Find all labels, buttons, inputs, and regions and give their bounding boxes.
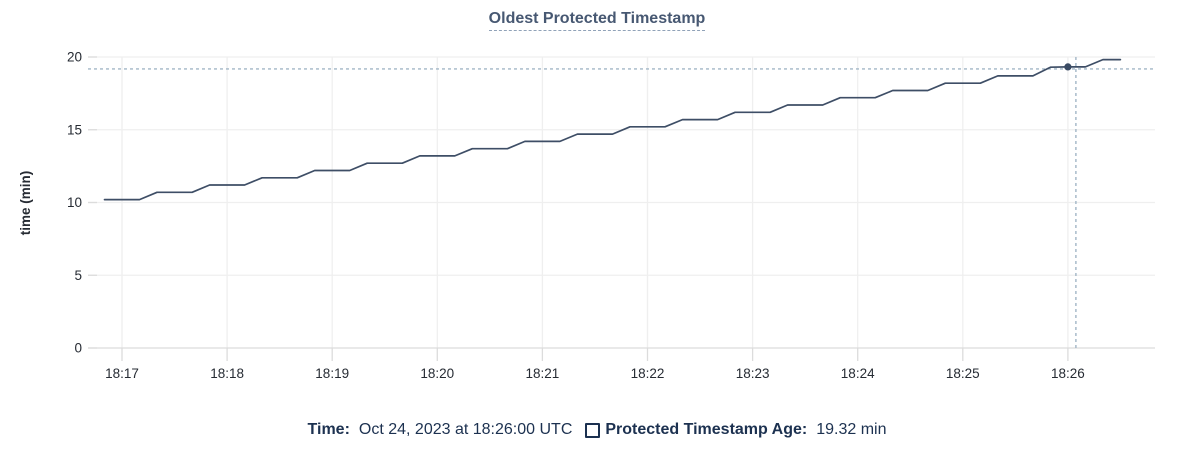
x-axis-tick-label: 18:19 <box>315 366 349 381</box>
legend-time-label: Time: <box>307 421 350 438</box>
x-axis-tick-label: 18:26 <box>1051 366 1085 381</box>
legend-series-value: 19.32 min <box>816 421 887 438</box>
x-axis-tick-label: 18:22 <box>631 366 665 381</box>
x-axis-tick-label: 18:18 <box>210 366 244 381</box>
x-axis-tick-label: 18:23 <box>736 366 770 381</box>
x-axis-tick-label: 18:17 <box>105 366 139 381</box>
y-axis-tick-label: 10 <box>67 195 82 210</box>
series-toggle-checkbox[interactable] <box>585 422 601 438</box>
chart-legend: Time: Oct 24, 2023 at 18:26:00 UTC Prote… <box>0 419 1194 441</box>
x-axis-tick-label: 18:24 <box>841 366 875 381</box>
y-axis-tick-label: 5 <box>74 268 82 283</box>
y-axis-tick-label: 0 <box>74 341 82 356</box>
y-axis-title: time (min) <box>18 171 33 236</box>
chart-title[interactable]: Oldest Protected Timestamp <box>488 10 706 31</box>
hover-point-dot <box>1064 63 1072 71</box>
y-axis-tick-label: 20 <box>67 50 82 65</box>
x-axis-tick-label: 18:21 <box>526 366 560 381</box>
series-line <box>103 58 1122 201</box>
timeseries-chart[interactable]: 18:17 18:18 18:19 18:20 18:21 18:22 18:23 18:24… <box>0 0 1194 408</box>
title-row: Oldest Protected Timestamp <box>0 10 1194 31</box>
legend-time-value: Oct 24, 2023 at 18:26:00 UTC <box>358 421 573 438</box>
x-axis-tick-label: 18:25 <box>946 366 980 381</box>
x-axis-tick-label: 18:20 <box>420 366 454 381</box>
legend-series-label[interactable]: Protected Timestamp Age: <box>605 421 808 438</box>
y-axis-tick-label: 15 <box>67 122 82 137</box>
